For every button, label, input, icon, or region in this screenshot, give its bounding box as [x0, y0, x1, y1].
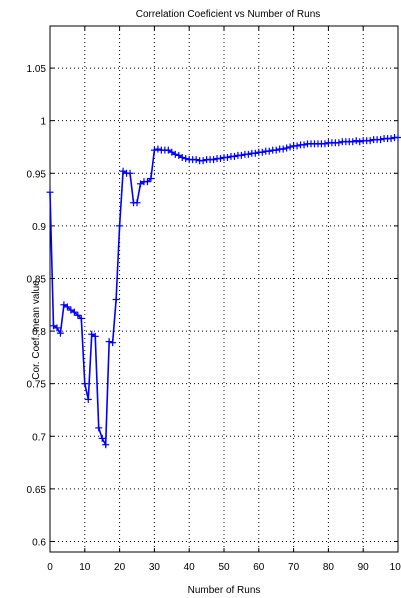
- data-point-marker: [265, 147, 273, 155]
- data-point-marker: [91, 332, 99, 340]
- x-tick-label: 30: [149, 562, 161, 573]
- data-point-marker: [112, 296, 120, 304]
- data-point-marker: [182, 155, 190, 163]
- data-point-marker: [126, 169, 134, 177]
- y-tick-label: 1.05: [27, 64, 47, 75]
- data-point-marker: [53, 324, 61, 332]
- x-tick-label: 70: [288, 562, 300, 573]
- x-tick-label: 40: [184, 562, 196, 573]
- data-point-marker: [286, 143, 294, 151]
- data-point-marker: [116, 222, 124, 230]
- y-tick-label: 0.8: [32, 327, 46, 338]
- data-point-marker: [217, 155, 225, 163]
- x-tick-label: 100: [390, 562, 401, 573]
- data-point-marker: [251, 149, 259, 157]
- chart-title: Correlation Coeficient vs Number of Runs: [136, 9, 321, 20]
- data-point-marker: [272, 146, 280, 154]
- x-axis-title: Number of Runs: [188, 585, 261, 596]
- data-point-marker: [150, 146, 158, 154]
- x-tick-label: 10: [79, 562, 91, 573]
- data-point-marker: [46, 188, 54, 196]
- data-point-marker: [81, 380, 89, 388]
- y-tick-label: 0.75: [27, 380, 47, 391]
- data-point-marker: [394, 134, 401, 142]
- data-point-marker: [178, 154, 186, 161]
- data-point-marker: [192, 156, 200, 164]
- plot-frame: [49, 25, 399, 553]
- data-point-marker: [147, 175, 155, 183]
- data-point-marker: [300, 141, 308, 149]
- y-tick-label: 0.6: [32, 537, 46, 548]
- y-tick-label: 0.95: [27, 169, 47, 180]
- data-point-marker: [154, 145, 162, 153]
- ticks: 0 10 20 30 40 50 60 70 80 90 100 0.6 0.65 0.7 0.75 0.8 0…: [27, 26, 401, 573]
- data-point-marker: [95, 424, 103, 432]
- data-point-marker: [56, 329, 64, 337]
- x-tick-label: 80: [323, 562, 335, 573]
- data-point-marker: [377, 136, 385, 144]
- data-point-marker: [210, 156, 218, 164]
- x-tick-label: 0: [47, 562, 53, 573]
- data-point-marker: [98, 434, 106, 442]
- data-point-marker: [321, 140, 329, 148]
- data-point-marker: [105, 338, 113, 346]
- x-tick-label: 20: [114, 562, 126, 573]
- data-point-marker: [387, 135, 395, 143]
- grid: [50, 26, 398, 552]
- x-tick-label: 50: [218, 562, 230, 573]
- series-layer: [46, 134, 401, 449]
- data-point-marker: [84, 395, 92, 403]
- data-point-marker: [143, 178, 151, 186]
- data-point-marker: [279, 145, 287, 153]
- data-point-marker: [230, 152, 238, 160]
- data-point-marker: [293, 142, 301, 150]
- x-tick-label: 60: [253, 562, 265, 573]
- y-axis-title: Cor. Coef. mean value: [31, 280, 42, 380]
- data-point-marker: [102, 441, 110, 449]
- data-point-marker: [352, 137, 360, 145]
- data-point-marker: [244, 150, 252, 158]
- data-point-marker: [133, 199, 141, 207]
- data-point-marker: [223, 154, 231, 161]
- data-point-marker: [63, 303, 71, 311]
- y-tick-label: 0.85: [27, 274, 47, 285]
- x-tick-label: 90: [358, 562, 370, 573]
- y-tick-label: 0.9: [32, 222, 46, 233]
- data-point-marker: [74, 311, 82, 319]
- data-point-marker: [70, 308, 78, 316]
- data-point-marker: [283, 144, 291, 152]
- data-point-marker: [335, 139, 343, 147]
- data-point-marker: [258, 148, 266, 156]
- data-point-marker: [366, 137, 374, 145]
- data-point-marker: [356, 138, 364, 146]
- data-point-marker: [199, 157, 207, 165]
- data-point-marker: [349, 138, 357, 146]
- data-point-marker: [109, 339, 117, 347]
- y-tick-label: 1: [40, 117, 46, 128]
- data-point-marker: [77, 314, 85, 322]
- y-tick-label: 0.65: [27, 485, 47, 496]
- data-point-marker: [237, 151, 245, 159]
- y-tick-label: 0.7: [32, 432, 46, 443]
- data-point-marker: [171, 150, 179, 158]
